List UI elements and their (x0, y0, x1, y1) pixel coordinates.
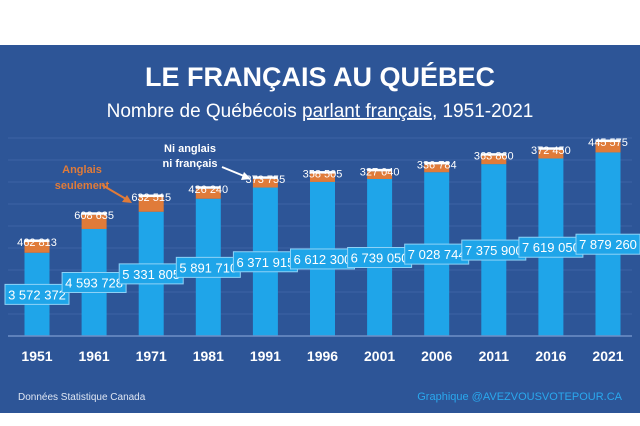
chart-title: LE FRANÇAIS AU QUÉBEC (145, 61, 495, 92)
label-french-2021: 7 879 260 (579, 237, 637, 252)
bar-neither-1996 (310, 171, 335, 174)
bar-neither-2021 (595, 139, 621, 143)
label-french-1971: 5 331 805 (122, 267, 180, 282)
bar-neither-1951 (24, 239, 50, 242)
bar-neither-2001 (367, 168, 393, 172)
bar-english-only-1991 (252, 178, 278, 188)
label-box-french-1951 (4, 283, 70, 305)
x-tick-label: 2016 (535, 348, 566, 364)
label-french-2011: 7 375 900 (465, 243, 523, 258)
bar-english-only-1951 (24, 241, 50, 253)
bar-english-only-1961 (81, 214, 107, 229)
bar-neither-1971 (138, 194, 164, 198)
x-tick-label: 1971 (136, 348, 167, 364)
x-tick-label: 2021 (592, 348, 623, 364)
annotation-neither-line2: ni français (162, 158, 217, 170)
label-english-only-2011: 363 860 (474, 151, 514, 163)
bar-english-only-1971 (138, 197, 164, 212)
x-tick-label: 2011 (479, 348, 510, 364)
bar-english-only-1981 (195, 188, 221, 199)
bar-neither-1981 (195, 186, 221, 189)
bar-english-only-2006 (424, 164, 450, 173)
label-french-1981: 5 891 710 (179, 260, 237, 275)
label-english-only-2016: 372 450 (531, 145, 571, 157)
bar-english-only-2021 (595, 142, 621, 153)
bar-neither-2016 (538, 147, 564, 150)
bar-english-only-2016 (538, 149, 564, 159)
x-tick-label: 1996 (307, 348, 338, 364)
label-french-1991: 6 371 915 (236, 255, 294, 270)
x-tick-label: 2006 (421, 348, 452, 364)
x-tick-label: 2001 (364, 348, 395, 364)
label-english-only-2006: 336 784 (417, 159, 457, 171)
x-tick-label: 1961 (79, 348, 110, 364)
bar-neither-1961 (81, 212, 107, 215)
x-axis-labels: 1951 1961 1971 1981 1991 1996 2001 2006 2011 2016… (21, 348, 623, 364)
label-french-2001: 6 739 050 (351, 250, 409, 265)
credit-note: Graphique @AVEZVOUSVOTEPOUR.CA (417, 391, 622, 403)
label-english-only-1991: 373 755 (246, 174, 286, 186)
label-english-only-1996: 358 505 (303, 169, 343, 181)
label-english-only-1961: 608 635 (74, 210, 114, 222)
arrow-english-only-icon (101, 184, 132, 203)
label-box-french-2021 (575, 233, 640, 255)
label-english-only-1951: 462 813 (17, 237, 57, 249)
chart-subtitle: Nombre de Québécois parlant français, 19… (107, 101, 534, 122)
label-french-2016: 7 619 050 (522, 240, 580, 255)
bar-neither-1991 (252, 176, 278, 179)
bar-neither-2006 (424, 161, 450, 165)
annotation-neither-line1: Ni anglais (164, 143, 216, 155)
label-english-only-2001: 327 040 (360, 166, 400, 178)
bar-english-only-2001 (367, 171, 393, 179)
x-tick-label: 1981 (193, 348, 224, 364)
value-labels: 462 813 3 572 372 608 635 4 593 728 632 515 5… (4, 137, 640, 305)
x-tick-label: 1991 (250, 348, 281, 364)
label-english-only-2021: 445 575 (588, 137, 628, 149)
bar-english-only-1996 (310, 173, 335, 182)
source-note: Données Statistique Canada (18, 392, 146, 403)
label-english-only-1981: 426 240 (188, 184, 228, 196)
annotation-english-only-line1: Anglais (62, 164, 102, 176)
arrow-neither-icon (221, 166, 251, 180)
label-french-1961: 4 593 728 (65, 275, 123, 290)
bar-english-only-2011 (481, 155, 507, 165)
x-tick-label: 1951 (21, 348, 52, 364)
label-english-only-1971: 632 515 (131, 192, 171, 204)
label-french-1996: 6 612 300 (294, 252, 352, 267)
bar-neither-2011 (481, 153, 507, 156)
annotation-english-only-line2: seulement (55, 180, 110, 192)
label-french-2006: 7 028 744 (408, 247, 466, 262)
label-french-1951: 3 572 372 (8, 287, 66, 302)
